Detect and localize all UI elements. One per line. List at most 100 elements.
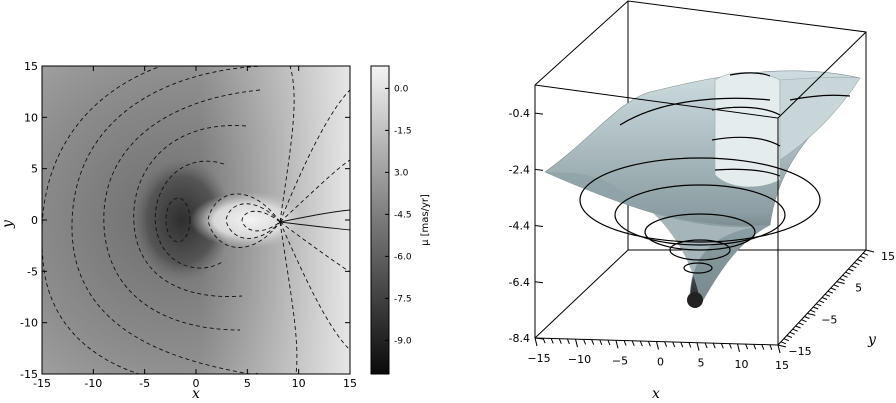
surface-y-minor-tick xyxy=(804,316,810,319)
surface-x-minor-tick xyxy=(566,338,570,345)
colorbar-tick-label: 3.0 xyxy=(394,168,409,178)
surface-y-minor-tick xyxy=(839,278,845,281)
surface-y-minor-tick xyxy=(821,297,828,300)
surface-y-ticks: −15 −5 5 15 xyxy=(777,249,895,358)
surface-x-minor-tick xyxy=(720,343,724,349)
surface-minimum-tip xyxy=(687,292,703,308)
surface-x-minor-tick xyxy=(631,340,635,346)
colorbar-tick-label: -9.0 xyxy=(394,336,412,346)
surface-y-minor-tick xyxy=(824,293,831,297)
surface-x-minor-tick xyxy=(672,341,676,348)
heatmap-y-tick-label: 10 xyxy=(24,111,38,124)
heatmap-x-tick-label: -5 xyxy=(139,377,150,390)
surface-y-minor-tick xyxy=(783,338,790,342)
surface-y-minor-tick xyxy=(859,255,866,259)
heatmap-field xyxy=(42,66,350,374)
surface-x-tick-label: −15 xyxy=(527,352,550,365)
surface-y-minor-tick xyxy=(795,325,801,329)
surface-box-back xyxy=(534,0,867,339)
surface-y-minor-tick xyxy=(789,331,795,335)
surface-y-minor-tick xyxy=(830,287,836,291)
surface-x-minor-tick xyxy=(542,338,546,344)
surface-x-minor-tick xyxy=(591,339,595,345)
surface-x-minor-tick xyxy=(664,341,668,347)
surface-x-axis-label: x xyxy=(652,386,660,402)
surface-y-minor-tick xyxy=(813,306,819,310)
surface-x-tick-mark xyxy=(534,337,538,347)
surface-y-minor-tick xyxy=(810,309,816,313)
heatmap-x-axis-label: x xyxy=(192,386,200,402)
heatmap-y-tick-label: -15 xyxy=(20,368,38,381)
colorbar-tick-label: -6.0 xyxy=(394,252,412,262)
surface-x-minor-tick xyxy=(583,339,587,345)
surface-y-tick-mark xyxy=(807,312,816,316)
surface-x-minor-tick xyxy=(639,340,643,347)
surface-y-minor-tick xyxy=(862,252,869,256)
surface-y-minor-tick xyxy=(818,300,825,304)
contour-lines xyxy=(42,66,350,374)
colorbar-tick-label: -1.5 xyxy=(394,126,412,136)
surface-y-tick-label: −15 xyxy=(788,345,811,358)
heatmap-y-tick-label: 15 xyxy=(24,60,38,73)
heatmap-x-tick-label: 5 xyxy=(244,377,251,390)
surface-x-minor-tick xyxy=(769,344,773,350)
surface-x-tick-mark xyxy=(777,344,781,354)
heatmap-x-tick-label: -10 xyxy=(84,377,102,390)
surface-x-tick-mark xyxy=(696,342,700,351)
surface-y-minor-tick xyxy=(857,259,863,262)
surface-y-tick-mark xyxy=(777,344,787,348)
surface-x-minor-tick xyxy=(647,341,651,347)
surface-y-minor-tick xyxy=(801,319,807,323)
surface-y-minor-tick xyxy=(815,303,822,307)
surface-x-tick-mark xyxy=(656,341,659,350)
surface-y-minor-tick xyxy=(842,274,848,278)
colorbar-gradient xyxy=(370,65,390,375)
surface-x-tick-label: 5 xyxy=(698,357,705,370)
surface-y-minor-tick xyxy=(845,271,851,275)
heatmap-y-axis-label: y xyxy=(0,219,16,229)
surface-x-minor-tick xyxy=(607,339,611,346)
surface-x-minor-tick xyxy=(558,338,562,344)
surface-x-tick-label: 10 xyxy=(735,358,749,371)
surface-z-ticks: -0.4 -2.4 -4.4 -6.4 -8.4 xyxy=(509,107,544,345)
surface-y-minor-tick xyxy=(848,268,854,272)
heatmap-panel: -15 -10 -5 0 5 10 15 -15 -10 -5 0 5 10 15 x y 0.0 -1.… xyxy=(0,60,431,402)
surface-x-minor-tick xyxy=(599,339,603,346)
heatmap-y-ticks: -15 -10 -5 0 5 10 15 xyxy=(20,60,350,381)
surface-z-tick-label: -4.4 xyxy=(509,220,530,233)
colorbar-tick-label: -4.5 xyxy=(394,210,412,220)
colorbar-label: μ [mas/yr] xyxy=(420,194,431,246)
colorbar-tick-label: -7.5 xyxy=(394,294,412,304)
surface-y-minor-tick xyxy=(798,322,804,326)
surface-y-minor-tick xyxy=(854,262,860,266)
surface-y-minor-tick xyxy=(851,265,857,269)
surface-y-tick-mark xyxy=(865,249,875,253)
heatmap-y-tick-label: 0 xyxy=(31,214,38,227)
surface-z-tick-mark xyxy=(534,225,544,228)
surface-y-minor-tick xyxy=(780,341,787,345)
surface-x-minor-tick xyxy=(623,340,627,346)
surface-x-minor-tick xyxy=(712,342,716,349)
surface-contours xyxy=(579,72,851,274)
surface-x-tick-mark xyxy=(737,343,740,352)
heatmap-x-tick-label: 10 xyxy=(292,377,306,390)
surface-z-tick-label: -0.4 xyxy=(509,107,530,120)
surface-x-minor-tick xyxy=(550,338,554,344)
colorbar-ticks: 0.0 -1.5 3.0 -4.5 -6.0 -7.5 -9.0 xyxy=(385,84,412,346)
surface-z-tick-mark xyxy=(534,337,544,340)
heatmap-y-tick-label: 5 xyxy=(31,163,38,176)
surface-x-minor-tick xyxy=(728,343,732,349)
surface-x-tick-label: 0 xyxy=(657,356,664,369)
surface-z-tick-label: -8.4 xyxy=(509,332,530,345)
surface-x-minor-tick xyxy=(753,344,757,350)
surface-z-tick-mark xyxy=(534,112,544,115)
surface-x-minor-tick xyxy=(680,342,684,348)
surface-z-tick-mark xyxy=(534,168,544,171)
colorbar-tick-label: 0.0 xyxy=(394,84,409,94)
surface-y-minor-tick xyxy=(792,328,798,332)
surface-y-minor-tick xyxy=(827,290,834,294)
surface-x-tick-label: −10 xyxy=(568,353,591,366)
surface-y-tick-label: 15 xyxy=(881,250,895,263)
heatmap-x-tick-label: 15 xyxy=(343,377,357,390)
